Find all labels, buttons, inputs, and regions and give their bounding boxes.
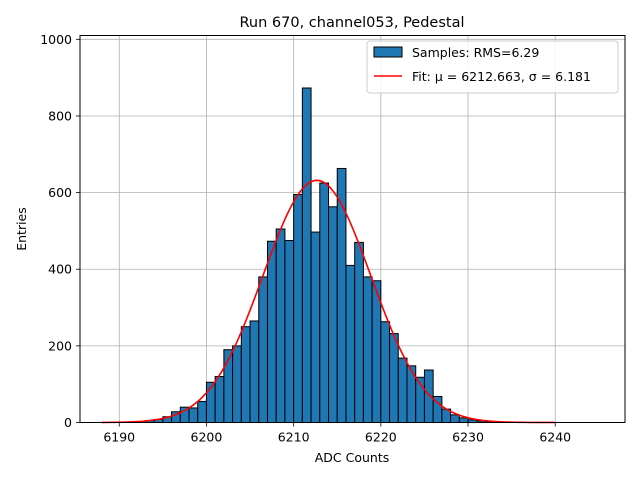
- plot-frame: [79, 35, 626, 423]
- histogram-bar: [336, 167, 347, 423]
- histogram-bar: [450, 414, 460, 424]
- histogram-bar: [423, 369, 434, 424]
- histogram-bar: [249, 320, 260, 423]
- histogram-bar: [319, 182, 330, 423]
- histogram-bar: [266, 240, 277, 423]
- x-tick-label: 6210: [278, 430, 310, 445]
- histogram-bar: [458, 417, 469, 423]
- histogram-bar: [214, 376, 225, 424]
- x-axis-ticks: 6190 6200 6210 6220 6230 6240: [103, 422, 571, 445]
- y-tick-label: 400: [48, 262, 72, 277]
- histogram-bar: [362, 276, 373, 423]
- legend-label-samples: Samples: RMS=6.29: [412, 45, 539, 60]
- x-axis-label: ADC Counts: [315, 450, 390, 465]
- x-tick-label: 6200: [191, 430, 223, 445]
- y-axis-ticks: 0 200 400 600 800 1000: [40, 32, 80, 430]
- histogram-bar: [188, 407, 199, 424]
- y-tick-label: 1000: [40, 32, 72, 47]
- x-tick-label: 6190: [103, 430, 135, 445]
- legend: Samples: RMS=6.29 Fit: μ = 6212.663, σ =…: [366, 40, 619, 94]
- histogram-bar: [371, 280, 382, 423]
- x-tick-label: 6220: [365, 430, 397, 445]
- histogram-bar: [284, 239, 295, 423]
- y-tick-label: 200: [48, 338, 72, 353]
- histogram-bar: [345, 264, 356, 424]
- legend-swatch-samples: [373, 46, 403, 58]
- histogram-bar: [258, 276, 268, 423]
- y-tick-label: 600: [48, 185, 72, 200]
- histogram-bar: [397, 357, 408, 423]
- histogram-bar: [293, 194, 303, 423]
- y-tick-label: 0: [64, 415, 72, 430]
- y-tick-label: 800: [48, 108, 72, 123]
- histogram-bar: [275, 228, 286, 423]
- histogram-bar: [240, 326, 251, 423]
- histogram-bars: [144, 87, 495, 424]
- legend-label-fit: Fit: μ = 6212.663, σ = 6.181: [412, 69, 591, 84]
- histogram-bar: [389, 333, 399, 423]
- chart-title: Run 670, channel053, Pedestal: [239, 15, 464, 31]
- histogram-bar: [328, 206, 338, 423]
- y-axis-label: Entries: [14, 207, 29, 251]
- fit-curve: [101, 179, 556, 424]
- histogram-bar: [301, 87, 312, 424]
- histogram-bar: [380, 321, 391, 424]
- x-tick-label: 6240: [539, 430, 571, 445]
- histogram-bar: [197, 400, 207, 424]
- legend-box: [366, 40, 619, 94]
- histogram-bar: [354, 241, 364, 423]
- x-tick-label: 6230: [452, 430, 484, 445]
- histogram-bar: [310, 231, 321, 423]
- histogram-bar: [232, 345, 242, 423]
